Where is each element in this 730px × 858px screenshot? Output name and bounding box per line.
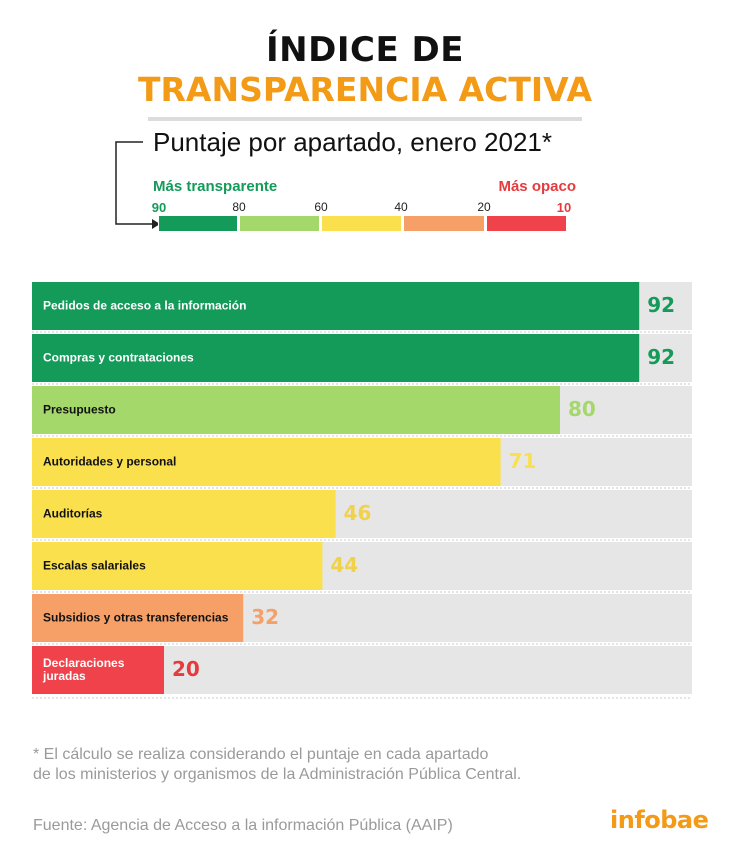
bar	[32, 334, 640, 382]
footnote: * El cálculo se realiza considerando el …	[33, 745, 653, 785]
legend-swatch-60-40	[322, 216, 401, 231]
bar-category-label: Declaraciones juradas	[43, 656, 125, 683]
bar-value-label: 44	[330, 553, 359, 577]
footnote-line1: * El cálculo se realiza considerando el …	[33, 746, 489, 763]
legend-tick-80: 80	[232, 200, 246, 214]
bar-value-label: 20	[172, 657, 200, 681]
bar-category-label: Auditorías	[43, 506, 103, 521]
bar-category-label: Autoridades y personal	[43, 454, 177, 469]
legend-swatch-20-10	[487, 216, 566, 231]
bar	[32, 386, 560, 434]
legend-swatch-40-20	[404, 216, 484, 231]
chart-subtitle: Puntaje por apartado, enero 2021*	[153, 127, 552, 157]
title-underline	[148, 117, 582, 121]
source-note: Fuente: Agencia de Acceso a la informaci…	[33, 817, 453, 834]
bar-value-label: 80	[568, 397, 596, 421]
bar-value-label: 71	[508, 449, 537, 473]
bar-value-label: 92	[647, 293, 676, 317]
bar-category-label: Subsidios y otras transferencias	[43, 610, 229, 625]
bar	[32, 438, 501, 486]
legend-swatch-90-80	[159, 216, 237, 231]
chart-title-line2: TRANSPARENCIA ACTIVA	[137, 70, 593, 109]
bar-value-label: 32	[251, 605, 280, 629]
legend-swatch-80-60	[240, 216, 319, 231]
bar	[32, 490, 336, 538]
chart-title-line1: ÍNDICE DE	[266, 30, 464, 70]
legend-tick-90: 90	[151, 200, 167, 215]
bar-value-label: 46	[343, 501, 372, 525]
bar-category-label: Escalas salariales	[43, 558, 146, 573]
bar-chart	[32, 282, 692, 699]
bar-category-label: Compras y contrataciones	[43, 350, 194, 365]
bar-category-label: Presupuesto	[43, 402, 116, 417]
bar	[32, 542, 323, 590]
legend-tick-10: 10	[556, 200, 572, 215]
legend-tick-20: 20	[477, 200, 491, 214]
bar	[32, 594, 244, 642]
bar-category-label: Pedidos de acceso a la información	[43, 298, 247, 313]
legend-tick-40: 40	[394, 200, 408, 214]
bar-value-label: 92	[647, 345, 676, 369]
bar	[32, 646, 164, 694]
legend-left-label: Más transparente	[153, 178, 278, 195]
legend-arrow-icon	[115, 141, 158, 229]
legend-right-label: Más opaco	[498, 178, 576, 195]
bar	[32, 282, 640, 330]
brand-logo: infobae	[610, 806, 709, 834]
footnote-line2: de los ministerios y organismos de la Ad…	[33, 766, 522, 783]
legend-tick-60: 60	[314, 200, 328, 214]
